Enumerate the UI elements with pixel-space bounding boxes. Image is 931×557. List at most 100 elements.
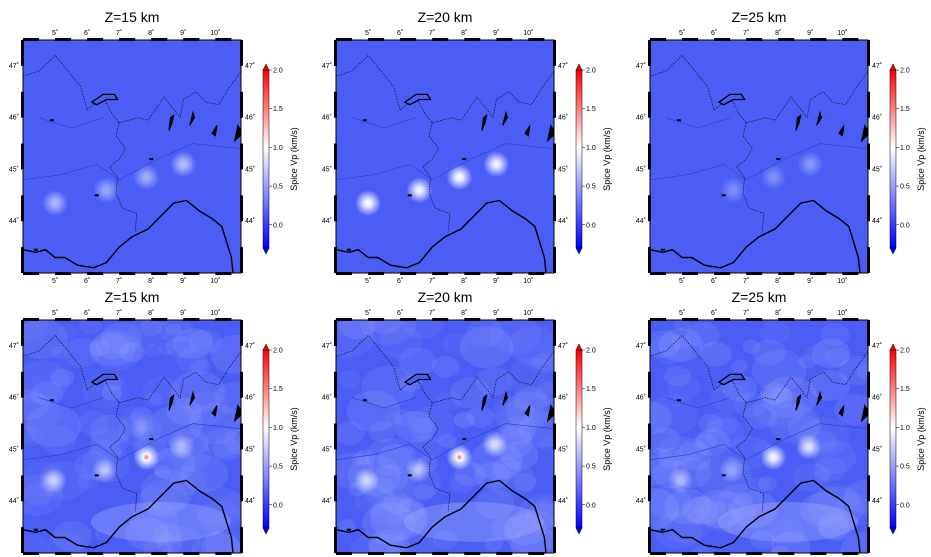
noise-blob: [696, 433, 718, 450]
frame-segment: [87, 552, 104, 555]
latitude-tick-label: 45˚: [636, 445, 646, 453]
noise-blob: [698, 414, 723, 433]
noise-blob: [190, 359, 210, 375]
frame-segment: [650, 552, 667, 555]
noise-blob: [369, 497, 410, 528]
frame-segment: [842, 38, 859, 41]
frame-segment: [553, 527, 556, 553]
velocity-anomaly: [406, 177, 433, 204]
velocity-anomaly: [91, 457, 118, 484]
latitude-tick-label: 46˚: [558, 394, 568, 402]
noise-blob: [366, 320, 403, 335]
coast-fragment: [660, 248, 665, 251]
latitude-tick-label: 47˚: [9, 342, 19, 350]
colorbar-tick-label: 2.0: [586, 348, 596, 355]
noise-blob: [386, 501, 430, 535]
national-border: [399, 96, 451, 232]
frame-segment: [368, 272, 385, 275]
lake-outline: [168, 113, 175, 131]
frame-segment: [334, 40, 337, 66]
velocity-anomaly: [355, 190, 382, 217]
frame-segment: [648, 320, 651, 346]
noise-blob: [361, 365, 416, 408]
velocity-anomaly: [483, 151, 510, 178]
noise-blob: [153, 465, 171, 479]
frame-segment: [714, 272, 731, 275]
frame-segment: [432, 318, 449, 321]
noise-blob: [491, 515, 525, 542]
latitude-tick-label: 46˚: [9, 114, 19, 122]
map-content: [650, 320, 868, 553]
colorbar-tick-label: 0.5: [900, 464, 910, 471]
noise-blob: [149, 404, 203, 446]
noise-blob: [518, 411, 554, 448]
frame-segment: [368, 318, 385, 321]
longitude-tick-label: 8˚: [461, 309, 467, 317]
coast-fragment: [94, 474, 99, 477]
noise-blob: [52, 520, 92, 551]
longitude-tick-label: 7˚: [743, 29, 749, 37]
noise-blob: [694, 489, 746, 529]
longitude-tick-label: 8˚: [148, 29, 154, 37]
frame-segment: [553, 40, 556, 66]
latitude-tick-label: 47˚: [245, 342, 255, 350]
noise-blob: [441, 502, 462, 519]
noise-blob: [179, 454, 229, 493]
noise-blob: [188, 330, 214, 350]
coast-fragment: [94, 194, 99, 197]
national-border: [336, 55, 401, 110]
noise-blob: [818, 515, 850, 540]
lake-outline: [233, 404, 241, 423]
colorbar-min-arrow: [575, 527, 583, 535]
frame-segment: [21, 371, 24, 398]
national-border: [336, 335, 401, 390]
map-panel: Z=20 km 5˚ 5˚ 6˚ 6˚ 7˚ 7˚ 8˚ 8˚ 9˚ 9˚ 10˚ 10˚ 44˚ 44˚ 4…: [322, 9, 612, 285]
colorbar-tick-label: 0.0: [273, 222, 283, 229]
frame-segment: [215, 272, 232, 275]
noise-blob: [502, 421, 535, 446]
noise-blob: [650, 427, 681, 452]
noise-blob: [716, 484, 764, 520]
lake-outline: [546, 124, 554, 143]
frame-segment: [650, 272, 667, 275]
noise-blob: [378, 444, 412, 471]
contour-line: [23, 143, 241, 181]
colorbar-tick-label: 2.0: [900, 348, 910, 355]
frame-segment: [714, 38, 731, 41]
noise-blob: [152, 523, 182, 546]
noise-blob: [166, 335, 196, 359]
colorbar-gradient: [575, 69, 583, 249]
noise-blob: [88, 439, 122, 465]
coast-fragment: [776, 438, 781, 441]
noise-blob: [351, 451, 370, 466]
longitude-tick-label: 9˚: [493, 277, 499, 285]
contour-line: [336, 423, 554, 461]
frame-segment: [240, 527, 243, 553]
frame-segment: [336, 272, 353, 275]
noise-blob: [770, 519, 806, 547]
map-panel: Z=25 km5˚5˚6˚6˚7˚7˚8˚8˚9˚9˚10˚10˚44˚44˚4…: [636, 289, 926, 555]
longitude-tick-label: 7˚: [429, 309, 435, 317]
noise-blob: [360, 320, 417, 345]
frame-segment: [648, 423, 651, 450]
lake-outline: [189, 110, 196, 126]
noise-blob: [768, 403, 821, 444]
coast-fragment: [362, 399, 367, 402]
noise-blob: [725, 518, 747, 535]
noise-blob: [394, 410, 436, 443]
frame-segment: [55, 272, 72, 275]
latitude-tick-label: 47˚: [245, 62, 255, 70]
noise-blob: [692, 545, 710, 553]
noise-blob: [89, 329, 143, 371]
contour-line: [351, 117, 417, 129]
longitude-tick-label: 5˚: [679, 309, 685, 317]
velocity-anomaly: [93, 177, 120, 204]
colorbar-max-arrow: [575, 343, 583, 351]
colorbar-tick-label: 0.5: [273, 464, 283, 471]
map-background: [336, 320, 554, 553]
noise-blob: [505, 513, 547, 546]
longitude-tick-label: 7˚: [116, 29, 122, 37]
frame-segment: [240, 371, 243, 398]
noise-blob: [355, 449, 376, 465]
frame-segment: [528, 318, 545, 321]
